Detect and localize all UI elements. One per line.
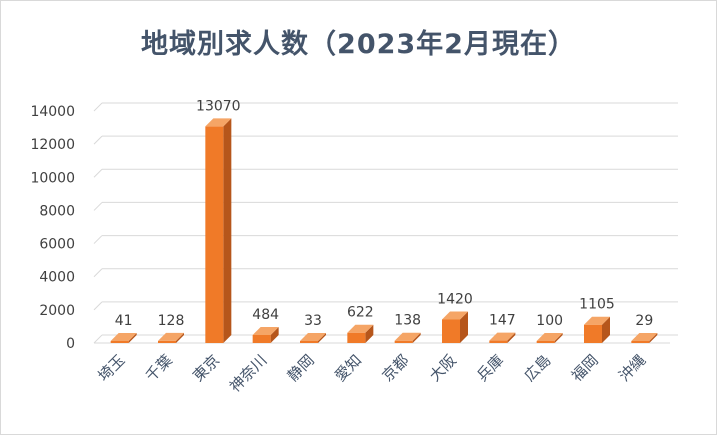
category-label: 沖縄 — [615, 351, 649, 385]
y-tick-label: 12000 — [30, 137, 75, 153]
bar-front — [536, 341, 555, 343]
gridline-depth — [93, 235, 103, 244]
data-label: 13070 — [196, 98, 241, 114]
chart-title: 地域別求人数（2023年2月現在） — [141, 29, 576, 60]
data-label: 33 — [304, 313, 322, 329]
bar — [489, 332, 516, 343]
bar-top — [489, 332, 516, 341]
bar-front — [252, 334, 271, 343]
data-label: 1420 — [437, 291, 473, 307]
y-axis: 0 2000 4000 6000 8000 10000 12000 14000 — [30, 104, 75, 352]
bar-front — [489, 340, 508, 343]
bar-side — [412, 332, 421, 343]
bar-top — [347, 324, 374, 333]
gridlines — [93, 102, 678, 344]
bar — [252, 326, 279, 343]
bar-top — [442, 311, 468, 320]
data-label: 128 — [158, 313, 185, 329]
category-label: 静岡 — [284, 351, 318, 385]
bar-side — [128, 333, 137, 343]
bar — [394, 332, 421, 343]
category-label: 神奈川 — [226, 351, 271, 396]
gridline-depth — [93, 202, 103, 211]
bar-side — [318, 333, 326, 343]
bar-top — [584, 316, 610, 325]
bar-top — [158, 332, 184, 341]
bar-top — [394, 332, 421, 341]
y-tick-label: 14000 — [30, 104, 75, 120]
bar — [347, 324, 374, 343]
gridline-depth — [93, 334, 103, 344]
bar-side — [223, 118, 232, 343]
x-axis: 埼玉 千葉 東京 神奈川 静岡 愛知 京都 大阪 兵庫 広島 福岡 沖縄 — [95, 351, 650, 396]
gridline-depth — [93, 102, 103, 112]
y-tick-label: 2000 — [39, 303, 75, 319]
data-label: 147 — [489, 313, 516, 329]
data-labels: 41 128 13070 484 33 622 138 1420 147 100 1105 29 — [115, 98, 653, 329]
bar-front — [442, 319, 460, 343]
bar-front — [584, 324, 602, 343]
gridline-depth — [93, 268, 103, 278]
bar-side — [649, 333, 658, 343]
bar — [110, 333, 137, 343]
category-label: 福岡 — [568, 351, 602, 385]
category-label: 埼玉 — [95, 351, 129, 385]
bar — [584, 316, 610, 343]
bar-side — [270, 326, 279, 343]
bar-side — [176, 332, 184, 343]
data-label: 100 — [536, 313, 563, 329]
data-label: 484 — [252, 307, 279, 323]
category-label: 広島 — [521, 351, 555, 385]
category-label: 愛知 — [331, 351, 365, 385]
bar-top — [252, 326, 279, 335]
data-label: 138 — [394, 313, 421, 329]
gridline-depth — [93, 168, 103, 178]
bar-side — [365, 324, 374, 343]
bar-side — [460, 311, 468, 343]
bar-front — [300, 341, 318, 343]
y-tick-label: 8000 — [39, 203, 75, 219]
data-label: 41 — [115, 313, 133, 329]
bars — [110, 118, 658, 343]
y-tick-label: 4000 — [39, 270, 75, 286]
bar — [536, 333, 563, 343]
y-tick-label: 6000 — [39, 237, 75, 253]
bar — [158, 332, 184, 343]
bar — [300, 333, 326, 343]
bar-front — [110, 341, 129, 343]
category-label: 京都 — [379, 351, 413, 385]
bar-side — [507, 332, 516, 343]
category-label: 千葉 — [142, 351, 176, 385]
bar-top — [631, 333, 658, 341]
bar — [442, 311, 468, 343]
category-label: 兵庫 — [473, 351, 507, 385]
bar-side — [602, 316, 610, 343]
data-label: 1105 — [579, 297, 615, 313]
gridline-depth — [93, 135, 103, 145]
data-label: 29 — [635, 313, 653, 329]
bar-front — [158, 340, 176, 343]
bar-top — [536, 333, 563, 341]
bar-front — [205, 126, 224, 343]
data-label: 622 — [347, 305, 374, 321]
bar — [205, 118, 232, 343]
bar-top — [110, 333, 137, 341]
bar-top — [300, 333, 326, 341]
bar-front — [347, 332, 366, 343]
category-label: 東京 — [189, 351, 223, 385]
y-tick-label: 10000 — [30, 170, 75, 186]
bar-front — [631, 341, 650, 343]
y-tick-label: 0 — [66, 336, 75, 352]
gridline-depth — [93, 301, 103, 311]
bar — [631, 333, 658, 343]
category-label: 大阪 — [426, 351, 460, 385]
bar-top — [205, 118, 232, 127]
bar-front — [394, 340, 413, 343]
bar-side — [554, 333, 563, 343]
